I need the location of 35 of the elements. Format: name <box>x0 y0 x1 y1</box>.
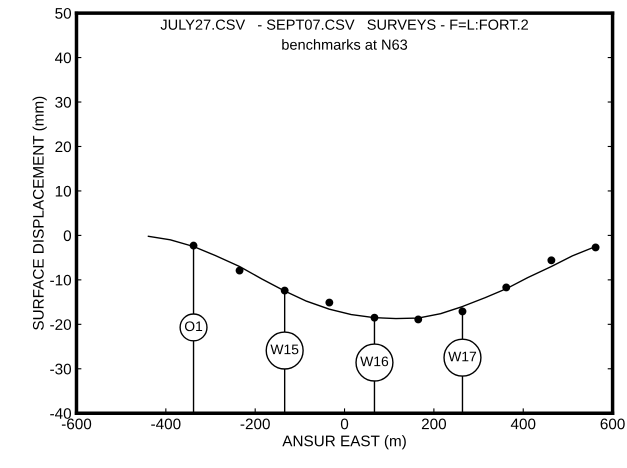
annotation: W15 <box>270 344 298 354</box>
x-tick-label: -400 <box>151 418 181 430</box>
x-tick-label: 0 <box>340 418 348 430</box>
annotation: W17 <box>448 352 476 362</box>
chart-title: JULY27.CSV - SEPT07.CSV SURVEYS - F=L:FORT.2 <box>160 19 528 30</box>
y-tick-label: -30 <box>50 364 72 374</box>
point <box>458 307 466 316</box>
annotation: O1 <box>184 321 202 332</box>
y-tick-label: 40 <box>54 52 72 64</box>
point <box>414 315 422 324</box>
y-tick-label: -20 <box>50 319 72 330</box>
point <box>547 256 556 264</box>
point <box>502 283 510 292</box>
y-tick-label: -40 <box>50 408 72 419</box>
y-tick-label: 0 <box>64 230 72 242</box>
y-tick-label: 10 <box>56 186 72 197</box>
point <box>325 298 334 306</box>
annotation: W16 <box>360 356 388 366</box>
x-axis-title: ANSUR EAST (m) <box>282 435 406 450</box>
y-tick-label: 20 <box>55 141 72 152</box>
x-tick-label: 400 <box>510 418 536 430</box>
y-tick-label: -10 <box>50 274 72 286</box>
point <box>280 286 289 294</box>
x-tick-label: 200 <box>422 418 446 430</box>
point <box>190 242 198 250</box>
point <box>370 314 378 322</box>
point <box>592 243 600 252</box>
x-tick-label: -200 <box>240 418 270 430</box>
text: benchmarks at N63 <box>282 39 408 50</box>
y-tick-label: 50 <box>55 8 72 19</box>
y-axis-title: SURFACE DISPLACEMENT (mm) <box>32 96 47 330</box>
x-tick-label: 600 <box>600 418 625 430</box>
point <box>236 266 244 274</box>
x-tick-label: -600 <box>62 418 92 430</box>
y-tick-label: 30 <box>55 96 72 108</box>
